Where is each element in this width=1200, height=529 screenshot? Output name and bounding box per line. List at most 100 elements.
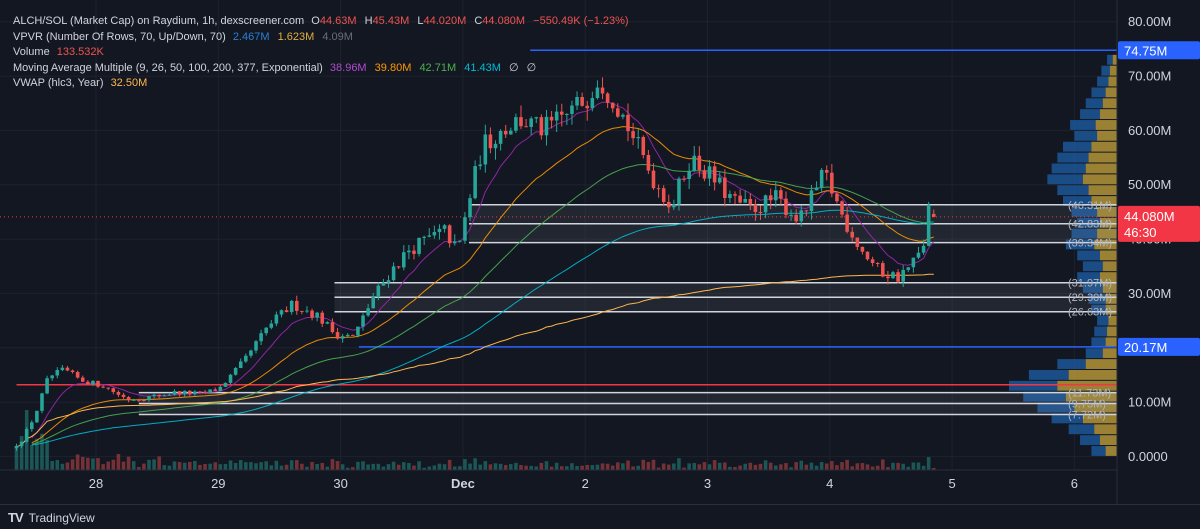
candle-body (672, 204, 676, 208)
ma-value-100: 41.43M (464, 61, 501, 74)
candle (921, 239, 926, 255)
volume-bar (656, 467, 661, 470)
volume-bar (906, 466, 911, 470)
zone-label: (42.83M) (1068, 219, 1112, 231)
volume-bar (870, 466, 875, 470)
legend-ma-row[interactable]: Moving Average Multiple (9, 26, 50, 100,… (13, 61, 634, 77)
vwap-line (16, 273, 934, 448)
candle-body (738, 195, 742, 203)
vpvr-up-bar (1094, 326, 1108, 337)
candle (412, 245, 416, 260)
volume-bar (310, 461, 314, 470)
candle (748, 193, 753, 211)
volume-bar (539, 462, 544, 470)
volume-bar (554, 462, 559, 470)
volume-bar (687, 463, 691, 470)
candle (626, 103, 630, 142)
candle-body (422, 236, 426, 238)
candle (753, 199, 758, 221)
volume-bar (723, 462, 727, 470)
candle (111, 387, 116, 395)
candle (677, 176, 681, 211)
volume-bar (182, 462, 187, 470)
ma-value-50: 42.71M (419, 61, 457, 74)
candle (529, 116, 533, 136)
candle (666, 194, 671, 214)
legend-volume-row[interactable]: Volume 133.532K (13, 45, 634, 61)
candle (901, 265, 905, 287)
ma-value-9: 38.96M (329, 61, 367, 74)
candle-body (621, 114, 625, 117)
volume-bar (437, 463, 442, 470)
price-tick-label: 70.00M (1128, 69, 1171, 84)
volume-bar (585, 464, 590, 470)
volume-bar (330, 459, 335, 470)
volume-bar (799, 460, 804, 470)
candle-body (896, 272, 900, 282)
volume-bar (386, 464, 391, 470)
volume-bar (86, 457, 90, 470)
candle-body (575, 96, 579, 106)
volume-bar (763, 460, 768, 470)
tradingview-logo-icon: TV (8, 510, 24, 525)
candle (549, 110, 554, 129)
candle-body (600, 87, 605, 94)
candle-body (325, 322, 330, 324)
candle-body (697, 155, 702, 171)
candle-body (447, 225, 452, 244)
volume-bar (605, 463, 610, 470)
volume-bar (830, 461, 834, 470)
candle (595, 80, 600, 100)
candle-body (585, 105, 590, 109)
candle-body (549, 116, 554, 121)
volume-bar (610, 465, 615, 470)
volume-bar (850, 466, 855, 470)
candle-body (651, 170, 656, 189)
legend-vpvr-row[interactable]: VPVR (Number Of Rows, 70, Up/Down, 70) 2… (13, 30, 634, 46)
candle (172, 389, 177, 396)
volume-bar (672, 463, 676, 470)
candle (768, 188, 773, 210)
vpvr-down-bar (1107, 326, 1117, 337)
candle (177, 391, 182, 397)
volume-bar (717, 462, 722, 470)
candle-body (870, 259, 875, 264)
change-value: −550.49K (−1.23%) (533, 15, 629, 27)
volume-bar (503, 465, 508, 470)
candle-body (177, 391, 182, 395)
candle (40, 392, 44, 414)
candle-body (519, 117, 523, 127)
price-axis[interactable]: 80.00M70.00M60.00M50.00M40.00M30.00M20.0… (1117, 0, 1200, 504)
candle (896, 269, 900, 284)
candle-body (682, 178, 686, 180)
volume-bar (218, 464, 223, 470)
vpvr-up-bar (1077, 272, 1100, 283)
legend-vwap-row[interactable]: VWAP (hlc3, Year) 32.50M (13, 76, 634, 92)
vpvr-up-bar (1028, 369, 1069, 380)
time-axis[interactable]: 28 29 30 Dec 2 3 4 5 6 (0, 0, 1118, 504)
candle-body (580, 96, 584, 106)
candle-body (157, 394, 161, 397)
volume-bar (19, 436, 24, 470)
volume-bar (407, 463, 411, 470)
vpvr-down-bar (1094, 239, 1117, 250)
volume-bar (926, 457, 931, 470)
close-value: 44.080M (482, 15, 526, 27)
high-label: H (364, 15, 373, 27)
vpvr-down-bar (1102, 98, 1117, 109)
candle (157, 394, 161, 399)
vpvr-down-bar (1108, 315, 1117, 326)
candle-body (850, 231, 855, 238)
vpvr-up-bar (1091, 87, 1106, 98)
vpvr-up-bar (1077, 250, 1100, 261)
candle-body (631, 131, 635, 139)
candle (310, 308, 314, 321)
ma-value-200: ∅ (508, 61, 519, 74)
candle-body (162, 395, 167, 397)
legend-ohlc-row[interactable]: ALCH/SOL (Market Cap) on Raydium, 1h, de… (13, 14, 634, 30)
candle-body (595, 87, 600, 99)
candle-body (865, 251, 870, 260)
tradingview-brand[interactable]: TV TradingView (8, 510, 95, 525)
candle-body (891, 272, 895, 279)
